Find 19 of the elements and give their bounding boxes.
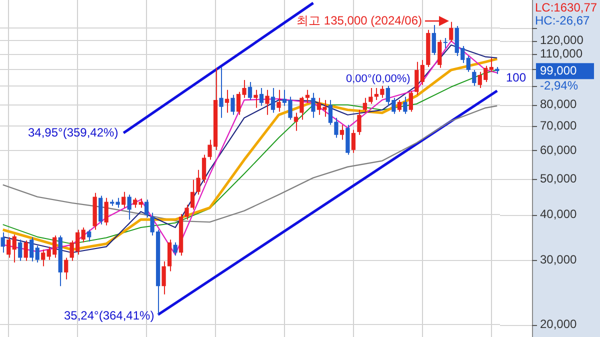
annotation: 35,24°(364,41%): [64, 308, 154, 322]
text: -2,94%: [540, 78, 578, 92]
text: HC:-26,67: [535, 13, 590, 28]
candlestick: [368, 87, 373, 104]
y-tick-label: 70,000: [540, 118, 578, 132]
text: 100: [506, 70, 526, 84]
y-tick-label: 120,000: [540, 32, 584, 47]
text: LC:1630,77: [535, 0, 598, 14]
y-tick-label: 30,000: [540, 252, 578, 267]
text: 99,000: [540, 63, 578, 78]
y-tick-label: 60,000: [540, 142, 578, 157]
y-tick-label: 20,000: [540, 316, 578, 331]
annotation: 최고 135,000 (2024/06): [296, 13, 422, 28]
y-tick-label: 40,000: [540, 207, 578, 222]
annotation: 0,00°(0,00%): [346, 73, 410, 86]
y-tick-label: 50,000: [540, 172, 578, 186]
y-tick-label: 110,000: [540, 46, 583, 61]
y-tick-label: 80,000: [540, 97, 578, 112]
annotation: 34,95°(359,42%): [28, 125, 118, 140]
